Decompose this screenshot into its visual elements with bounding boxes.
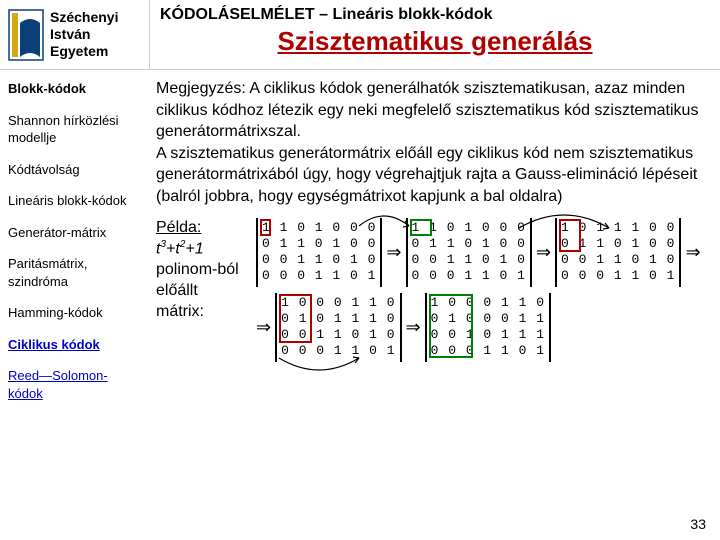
page-number: 33	[690, 515, 706, 534]
matrix-3: 1 0 1 1 1 0 00 1 1 0 1 0 00 0 1 1 0 1 00…	[555, 218, 681, 287]
sidebar-item: Shannon hírközlési modellje	[8, 112, 142, 147]
matrix-5: 1 0 0 0 1 1 00 1 0 0 0 1 10 0 1 0 1 1 10…	[425, 293, 551, 362]
sidebar-item: Lineáris blokk-kódok	[8, 192, 142, 210]
sidebar-item: Kódtávolság	[8, 161, 142, 179]
sidebar-item[interactable]: Ciklikus kódok	[8, 336, 142, 354]
example-desc: polinom-ból előállt mátrix:	[156, 260, 248, 322]
university-logo-area: Széchenyi István Egyetem	[0, 0, 150, 69]
note-label: Megjegyzés:	[156, 80, 246, 97]
sidebar-item[interactable]: Reed—Solomon-kódok	[8, 367, 142, 402]
matrix-area: 1 1 0 1 0 0 00 1 1 0 1 0 00 0 1 1 0 1 00…	[256, 218, 706, 368]
note-text-2: A szisztematikus generátormátrix előáll …	[156, 145, 697, 205]
note-paragraph: Megjegyzés: A ciklikus kódok generálható…	[156, 78, 706, 208]
example-label: Példa:	[156, 219, 201, 236]
example-left-column: Példa: t3+t2+1 polinom-ból előállt mátri…	[156, 218, 248, 323]
matrix-1: 1 1 0 1 0 0 00 1 1 0 1 0 00 0 1 1 0 1 00…	[256, 218, 382, 287]
arrow-icon: ⇒	[256, 315, 271, 339]
sidebar-item: Hamming-kódok	[8, 304, 142, 322]
matrix-4: 1 0 0 0 1 1 00 1 0 1 1 1 00 0 1 1 0 1 00…	[275, 293, 401, 362]
polynomial: t3+t2+1	[156, 238, 248, 260]
sidebar-item: Paritásmátrix, szindróma	[8, 255, 142, 290]
subject-label: KÓDOLÁSELMÉLET – Lineáris blokk-kódok	[160, 6, 710, 24]
sidebar-item: Blokk-kódok	[8, 80, 142, 98]
university-logo-icon	[8, 9, 44, 61]
arrow-icon: ⇒	[685, 240, 700, 264]
slide-title: Szisztematikus generálás	[160, 26, 710, 57]
arrow-icon: ⇒	[536, 240, 551, 264]
university-name: Széchenyi István Egyetem	[50, 9, 118, 59]
sidebar-nav: Blokk-kódok Shannon hírközlési modellje Kó…	[0, 70, 150, 540]
sidebar-item: Generátor-mátrix	[8, 224, 142, 242]
arrow-icon: ⇒	[406, 315, 421, 339]
matrix-2: 1 1 0 1 0 0 00 1 1 0 1 0 00 0 1 1 0 1 00…	[406, 218, 532, 287]
arrow-icon: ⇒	[386, 240, 401, 264]
